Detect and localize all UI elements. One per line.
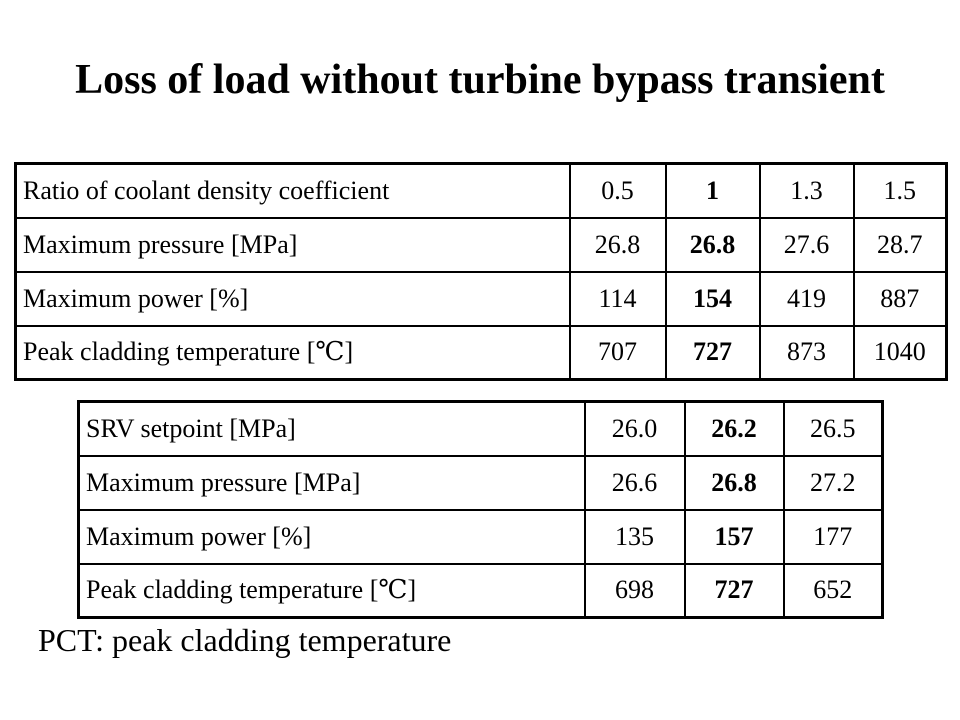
table-cell: 0.5 <box>568 162 667 219</box>
table-cell: 114 <box>568 270 667 327</box>
row-label: Peak cladding temperature [℃] <box>77 562 586 619</box>
table-cell: 177 <box>782 508 884 565</box>
table-cell: 26.6 <box>583 454 686 511</box>
row-label: Ratio of coolant density coefficient <box>14 162 571 219</box>
table-row: SRV setpoint [MPa] 26.0 26.2 26.5 <box>77 400 884 457</box>
table-row: Ratio of coolant density coefficient 0.5… <box>14 162 948 219</box>
table-cell: 26.5 <box>782 400 884 457</box>
table-cell: 1.3 <box>758 162 855 219</box>
table-cell: 27.6 <box>758 216 855 273</box>
table-cell: 26.8 <box>568 216 667 273</box>
table-cell: 727 <box>664 324 761 381</box>
coolant-density-table: Ratio of coolant density coefficient 0.5… <box>14 162 948 381</box>
row-label: Maximum power [%] <box>77 508 586 565</box>
table-cell: 419 <box>758 270 855 327</box>
table-cell: 1040 <box>852 324 948 381</box>
page-title: Loss of load without turbine bypass tran… <box>75 57 885 103</box>
table-cell: 157 <box>683 508 785 565</box>
table-cell: 698 <box>583 562 686 619</box>
table-cell: 26.8 <box>683 454 785 511</box>
table-cell: 26.2 <box>683 400 785 457</box>
table-row: Maximum power [%] 114 154 419 887 <box>14 270 948 327</box>
table-cell: 154 <box>664 270 761 327</box>
row-label: Maximum pressure [MPa] <box>77 454 586 511</box>
table-cell: 887 <box>852 270 948 327</box>
table-cell: 1.5 <box>852 162 948 219</box>
table-row: Peak cladding temperature [℃] 698 727 65… <box>77 562 884 619</box>
table-cell: 652 <box>782 562 884 619</box>
table-cell: 26.0 <box>583 400 686 457</box>
table-cell: 135 <box>583 508 686 565</box>
srv-setpoint-table: SRV setpoint [MPa] 26.0 26.2 26.5 Maximu… <box>77 400 884 619</box>
table-cell: 873 <box>758 324 855 381</box>
table-cell: 26.8 <box>664 216 761 273</box>
table-cell: 707 <box>568 324 667 381</box>
footnote: PCT: peak cladding temperature <box>38 622 452 658</box>
table-cell: 27.2 <box>782 454 884 511</box>
table-row: Maximum power [%] 135 157 177 <box>77 508 884 565</box>
row-label: Peak cladding temperature [℃] <box>14 324 571 381</box>
table-row: Maximum pressure [MPa] 26.6 26.8 27.2 <box>77 454 884 511</box>
table-cell: 28.7 <box>852 216 948 273</box>
row-label: Maximum pressure [MPa] <box>14 216 571 273</box>
table-cell: 1 <box>664 162 761 219</box>
row-label: SRV setpoint [MPa] <box>77 400 586 457</box>
table-row: Peak cladding temperature [℃] 707 727 87… <box>14 324 948 381</box>
table-row: Maximum pressure [MPa] 26.8 26.8 27.6 28… <box>14 216 948 273</box>
table-cell: 727 <box>683 562 785 619</box>
row-label: Maximum power [%] <box>14 270 571 327</box>
